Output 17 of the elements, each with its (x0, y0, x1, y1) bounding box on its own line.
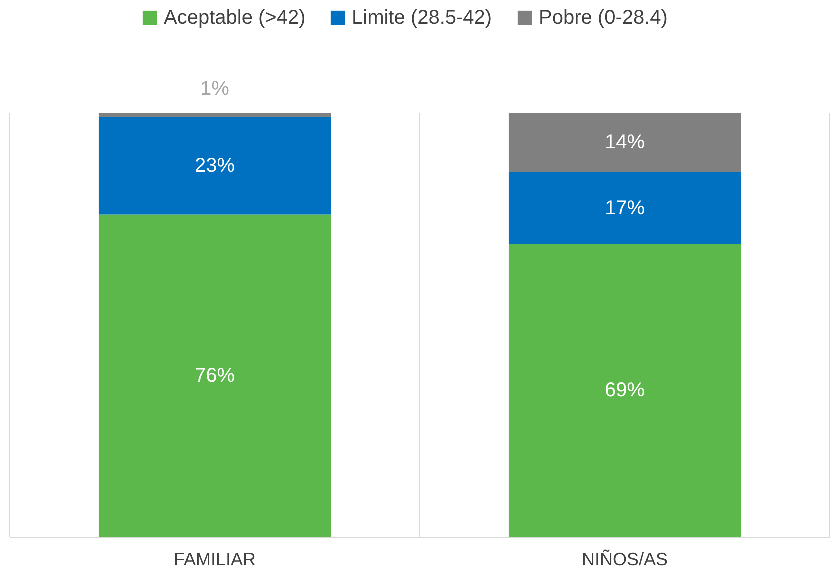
legend-label: Aceptable (>42) (164, 7, 306, 29)
bar (508, 172, 742, 244)
data-label: 76% (194, 364, 236, 387)
legend-label: Limite (28.5-42) (352, 7, 492, 29)
bar (98, 113, 332, 118)
legend-label: Pobre (0-28.4) (539, 7, 668, 29)
bar (98, 117, 332, 215)
data-label: 17% (604, 197, 646, 220)
bar (508, 244, 742, 537)
bar (98, 214, 332, 537)
data-label: 69% (604, 380, 646, 402)
bar (508, 113, 742, 172)
x-tick-label: NIÑOS/AS (582, 550, 668, 570)
data-label: 1% (200, 78, 230, 100)
x-tick-label: FAMILIAR (174, 550, 256, 570)
data-label: 23% (194, 155, 236, 177)
data-label: 14% (604, 132, 646, 154)
